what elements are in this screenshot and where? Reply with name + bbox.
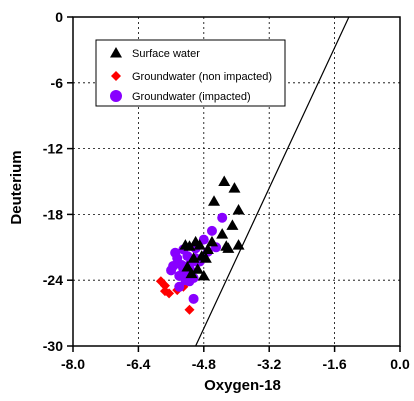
data-point-triangle <box>199 252 212 263</box>
data-point-triangle <box>187 252 200 263</box>
data-point-triangle <box>226 219 239 230</box>
data-point-diamond <box>159 280 170 291</box>
x-tick-label: -4.8 <box>192 356 216 372</box>
reference-line <box>195 16 350 347</box>
legend-label-groundwater-non-impacted: Groundwater (non impacted) <box>132 71 272 83</box>
y-tick-label: 0 <box>55 9 63 25</box>
legend-label-surface-water: Surface water <box>132 48 200 60</box>
legend-marker-circle <box>110 90 122 102</box>
data-point-circle <box>166 265 177 276</box>
legend-marker-diamond <box>111 71 121 81</box>
legend-box <box>95 39 286 107</box>
legend: Surface water Groundwater (non impacted)… <box>95 39 286 107</box>
axis-ticks <box>67 16 401 352</box>
data-point-circle <box>188 293 199 304</box>
data-point-triangle <box>191 263 204 274</box>
data-point-triangle <box>197 269 210 281</box>
data-point-diamond <box>184 304 195 315</box>
data-point-circle <box>206 225 217 236</box>
axis-tick-labels: -8.0 -6.4 -4.8 -3.2 -1.6 0.0 0 -6 -12 -18 -24 -30 <box>43 9 410 372</box>
y-tick-label: -18 <box>43 206 63 222</box>
x-tick-label: 0.0 <box>390 356 410 372</box>
data-point-circle <box>184 276 195 287</box>
plot-frame <box>72 16 401 347</box>
y-tick-label: -30 <box>43 338 63 354</box>
data-point-triangle <box>208 195 221 206</box>
y-tick-label: -12 <box>43 141 63 157</box>
data-point-triangle <box>201 243 214 254</box>
data-point-triangle <box>205 235 218 247</box>
y-tick-label: -24 <box>43 272 63 288</box>
data-point-triangle <box>228 182 241 193</box>
y-tick-label: -6 <box>51 75 64 91</box>
data-point-triangle <box>232 204 245 215</box>
data-point-triangle <box>218 175 231 186</box>
x-tick-label: -8.0 <box>61 356 85 372</box>
data-point-triangle <box>181 261 194 272</box>
reference-line-layer <box>195 16 350 347</box>
data-point-circle <box>182 251 193 262</box>
legend-label-groundwater-impacted: Groundwater (impacted) <box>132 91 251 103</box>
y-axis-title: Deuterium <box>8 150 25 224</box>
data-point-circle <box>217 212 228 223</box>
data-point-triangle <box>232 239 245 250</box>
data-point-triangle <box>222 242 235 253</box>
x-axis-title: Oxygen-18 <box>204 377 281 394</box>
data-point-triangle <box>189 235 202 247</box>
x-tick-label: -3.2 <box>257 356 281 372</box>
x-tick-label: -6.4 <box>126 356 150 372</box>
legend-marker-triangle <box>110 47 122 58</box>
data-point-triangle <box>216 228 229 239</box>
data-point-triangle <box>179 239 192 250</box>
data-point-triangle <box>185 267 198 279</box>
data-point-diamond <box>164 288 175 299</box>
x-tick-label: -1.6 <box>323 356 347 372</box>
data-points <box>155 175 245 315</box>
legend-markers <box>110 47 122 102</box>
data-point-circle <box>174 281 185 292</box>
